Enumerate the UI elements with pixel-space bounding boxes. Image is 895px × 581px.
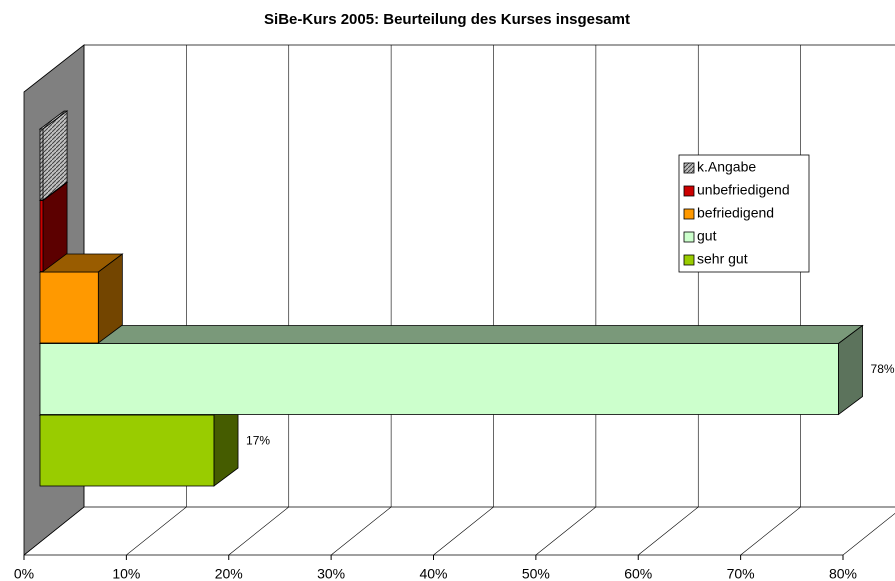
bar-front (39, 414, 215, 487)
legend-label: befriedigend (697, 205, 774, 221)
x-tick-label: 70% (727, 566, 755, 581)
bar-front (39, 343, 839, 415)
legend-swatch (683, 254, 695, 266)
bar-side (42, 181, 68, 273)
grid-line (433, 506, 494, 556)
x-tick-label: 0% (14, 566, 34, 581)
bar-front (39, 200, 44, 272)
bar-side (838, 324, 863, 416)
x-tick-label: 40% (419, 566, 447, 581)
legend-swatch (683, 208, 695, 220)
legend-label: k.Angabe (697, 159, 756, 175)
grid-line (228, 506, 289, 556)
legend-label: gut (697, 228, 717, 244)
bar-top (38, 325, 864, 344)
grid-line (535, 506, 597, 556)
grid-line (740, 506, 801, 556)
grid-line (330, 506, 392, 556)
bar-side (42, 110, 68, 201)
legend-label: unbefriedigend (697, 182, 790, 198)
x-tick-label: 50% (522, 566, 550, 581)
x-tick-label: 10% (112, 566, 140, 581)
bar-front (39, 128, 44, 201)
bar-front (39, 271, 99, 344)
x-tick-label: 60% (624, 566, 652, 581)
legend-swatch (683, 231, 695, 243)
data-label: 17% (246, 434, 270, 448)
legend (678, 154, 810, 273)
grid-line (638, 506, 699, 556)
chart-title: SiBe-Kurs 2005: Beurteilung des Kurses i… (264, 11, 630, 28)
x-tick-label: 30% (317, 566, 345, 581)
legend-swatch (683, 162, 695, 174)
grid-line (126, 506, 187, 556)
grid-line (842, 513, 895, 556)
legend-swatch (683, 185, 695, 197)
x-tick-label: 80% (829, 566, 857, 581)
data-label: 78% (871, 362, 895, 376)
bar-side (97, 253, 123, 344)
grid-line (23, 506, 85, 556)
legend-label: sehr gut (697, 251, 748, 267)
x-tick-label: 20% (215, 566, 243, 581)
